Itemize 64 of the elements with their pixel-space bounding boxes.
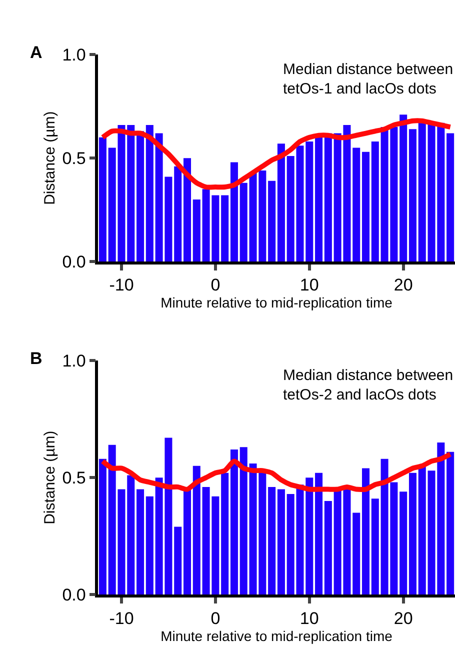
bar (221, 195, 229, 262)
x-axis-title: Minute relative to mid-replication time (160, 294, 393, 311)
x-tick-label: 10 (300, 608, 319, 628)
annotation: Median distance between tetOs-2 and lacOs dots (283, 367, 454, 404)
bar (230, 162, 238, 262)
bar (174, 166, 182, 262)
bar (306, 142, 314, 262)
bar (240, 447, 248, 595)
y-tick-label: 0.5 (62, 468, 86, 488)
x-tick-label: 10 (300, 276, 319, 295)
bar (98, 137, 106, 262)
y-tick-label: 0.0 (62, 586, 86, 605)
bar (146, 496, 154, 595)
bar (277, 489, 285, 595)
bar (362, 468, 370, 595)
y-tick-label: 0.0 (62, 252, 86, 272)
x-axis-title: Minute relative to mid-replication time (160, 628, 393, 644)
x-tick-label: -10 (109, 276, 134, 295)
bar (146, 124, 154, 262)
bar (324, 500, 332, 595)
bar (408, 129, 416, 262)
bar (408, 472, 416, 595)
x-tick-label: 0 (210, 276, 220, 295)
bar (174, 526, 182, 595)
x-tick-label: 20 (394, 276, 413, 295)
bar (277, 144, 285, 262)
bar (446, 452, 454, 595)
bar (127, 475, 135, 595)
bar (136, 131, 144, 262)
bar (268, 180, 276, 262)
bar (371, 498, 379, 595)
y-tick-label: 0.5 (62, 149, 86, 168)
bar (98, 458, 106, 595)
bar (362, 152, 370, 262)
bar (183, 158, 192, 262)
bar (418, 122, 426, 262)
x-tick-label: 0 (210, 608, 220, 628)
bar (136, 489, 144, 595)
bar (230, 450, 238, 595)
x-tick-label: 20 (394, 608, 413, 628)
bar (352, 148, 360, 262)
bar (192, 466, 200, 595)
bar (192, 199, 200, 262)
bar (371, 142, 379, 262)
bar (315, 472, 323, 595)
bar (352, 512, 360, 595)
bar (127, 124, 135, 262)
annotation: Median distance between tetOs-1 and lacOs dots (283, 61, 454, 98)
bar (400, 114, 408, 262)
chart-title: B (30, 349, 42, 368)
bar (240, 182, 248, 262)
y-axis-title: Distance (µm) (41, 111, 58, 205)
y-axis-title: Distance (µm) (41, 430, 58, 524)
bar (315, 137, 323, 262)
bar (268, 486, 276, 595)
bar (400, 492, 408, 595)
y-tick-label: 1.0 (62, 46, 86, 65)
chart-title: A (30, 43, 42, 62)
bar (306, 478, 314, 595)
bar (446, 133, 454, 262)
y-tick-label: 1.0 (62, 352, 86, 371)
bar (418, 466, 426, 595)
bar (221, 472, 229, 595)
x-tick-label: -10 (109, 608, 134, 628)
